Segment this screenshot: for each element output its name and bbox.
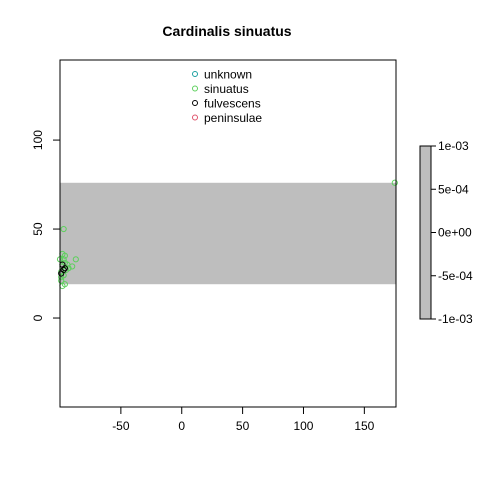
y-axis: 0 50 100 [31, 130, 61, 321]
plot-band [60, 182, 396, 285]
x-tick-label-3: 100 [293, 419, 313, 433]
legend-label-unknown: unknown [204, 68, 252, 82]
legend-marker-sinuatus [192, 85, 198, 92]
colorbar: 1e-03 5e-04 0e+00 -5e-04 -1e-03 [419, 139, 473, 326]
legend-marker-peninsulae [192, 114, 198, 121]
point-sinuatus-11 [69, 263, 76, 270]
y-tick-label-2: 100 [31, 130, 45, 150]
x-axis: -50 0 50 100 150 [112, 406, 375, 433]
colorbar-label-3: -5e-04 [438, 269, 473, 283]
colorbar-label-1: 5e-04 [438, 182, 469, 196]
colorbar-label-2: 0e+00 [438, 226, 472, 240]
colorbar-bar [419, 145, 432, 320]
colorbar-label-0: 1e-03 [438, 139, 469, 153]
point-fulvescens-3 [60, 266, 67, 274]
point-sinuatus-12 [72, 256, 79, 263]
legend-label-fulvescens: fulvescens [204, 97, 261, 111]
x-tick-label-0: -50 [112, 419, 130, 433]
chart-title: Cardinalis sinuatus [162, 23, 291, 39]
point-sinuatus-18 [391, 179, 398, 186]
y-tick-label-1: 50 [31, 222, 45, 236]
point-sinuatus-15 [60, 225, 67, 233]
data-points [56, 179, 398, 290]
point-sinuatus-16 [61, 252, 68, 259]
colorbar-label-4: -1e-03 [438, 312, 473, 326]
legend-label-sinuatus: sinuatus [204, 82, 249, 96]
legend-label-peninsulae: peninsulae [204, 111, 262, 125]
legend-marker-unknown [192, 71, 198, 77]
point-sinuatus-17 [58, 273, 65, 281]
x-tick-label-2: 50 [236, 419, 250, 433]
y-tick-label-0: 0 [31, 314, 45, 321]
x-tick-label-1: 0 [178, 419, 185, 433]
x-tick-label-4: 150 [354, 419, 374, 433]
legend-marker-fulvescens [192, 100, 198, 106]
